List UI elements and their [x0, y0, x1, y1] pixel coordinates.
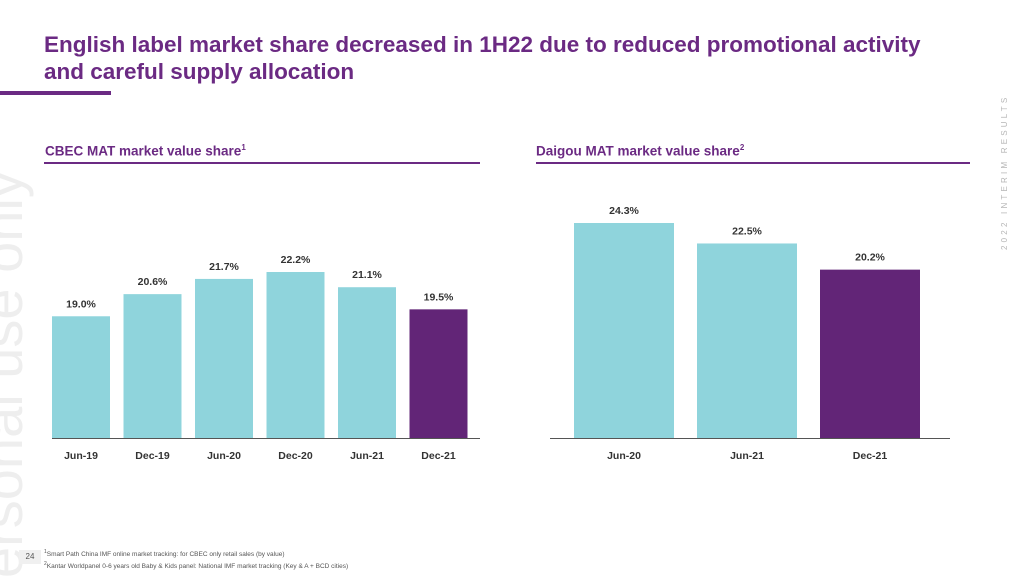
chart-title-cbec-footnote-mark: 1	[241, 143, 246, 152]
chart-cbec-bar-1	[123, 294, 182, 438]
footnote-2-mark: 2	[44, 560, 47, 567]
chart-cbec: 19.0% Jun-19 20.6% Dec-19 21.7% Jun-20 22.2% De…	[52, 254, 480, 462]
chart-cbec-bar-4	[338, 287, 396, 438]
chart-cbec-value-label-2: 21.7%	[209, 261, 239, 273]
chart-daigou-tick-label-1: Jun-21	[730, 450, 764, 462]
chart-cbec-bar-3	[266, 272, 325, 438]
chart-cbec-bar-0	[52, 316, 110, 438]
chart-title-daigou: Daigou MAT market value share2	[536, 143, 744, 159]
chart-cbec-value-label-1: 20.6%	[138, 276, 168, 288]
chart-daigou: 24.3% Jun-20 22.5% Jun-21 20.2% Dec-21	[550, 205, 950, 462]
chart-daigou-value-label-2: 20.2%	[855, 252, 885, 264]
chart-cbec-value-label-4: 21.1%	[352, 269, 382, 281]
footnote-1: 1Smart Path China IMF online market trac…	[44, 548, 348, 560]
chart-title-daigou-text: Daigou MAT market value share	[536, 143, 740, 159]
chart-title-daigou-footnote-mark: 2	[739, 143, 745, 152]
chart-cbec-tick-label-4: Jun-21	[350, 450, 384, 462]
chart-cbec-bar-5	[409, 309, 468, 438]
chart-title-cbec-text: CBEC MAT market value share	[45, 143, 242, 159]
footnote-1-text: Smart Path China IMF online market track…	[46, 551, 285, 559]
chart-cbec-tick-label-1: Dec-19	[135, 450, 170, 462]
chart-cbec-tick-label-0: Jun-19	[64, 450, 98, 462]
chart-cbec-tick-label-2: Jun-20	[207, 450, 241, 462]
chart-title-cbec: CBEC MAT market value share1	[45, 143, 246, 159]
side-label: 2022 INTERIM RESULTS	[1000, 94, 1009, 250]
chart-cbec-value-label-5: 19.5%	[424, 291, 454, 303]
chart-cbec-value-label-3: 22.2%	[281, 254, 311, 266]
chart-daigou-tick-label-0: Jun-20	[607, 450, 641, 462]
page-number: 24	[19, 550, 41, 564]
footnote-1-mark: 1	[44, 549, 47, 555]
chart-daigou-tick-label-2: Dec-21	[853, 450, 888, 462]
footnotes: 1Smart Path China IMF online market trac…	[44, 548, 348, 571]
footnote-2-text: Kantar Worldpanel 0-6 years old Baby & K…	[46, 562, 349, 570]
chart-cbec-bar-2	[195, 278, 253, 438]
chart-cbec-tick-label-5: Dec-21	[421, 450, 456, 462]
chart-daigou-value-label-1: 22.5%	[732, 225, 762, 237]
chart-rule-daigou	[536, 162, 970, 164]
footnote-2: 2Kantar Worldpanel 0-6 years old Baby & …	[44, 560, 348, 572]
slide-title: English label market share decreased in …	[44, 32, 921, 84]
chart-daigou-bar-2	[820, 269, 920, 438]
watermark-text: ersonal use only	[0, 170, 34, 578]
chart-daigou-value-label-0: 24.3%	[609, 205, 639, 217]
chart-daigou-bar-0	[574, 223, 674, 438]
title-underline	[0, 91, 111, 95]
chart-cbec-value-label-0: 19.0%	[66, 298, 96, 310]
chart-rule-cbec	[44, 162, 480, 164]
chart-cbec-tick-label-3: Dec-20	[278, 450, 313, 462]
chart-daigou-bar-1	[697, 243, 797, 438]
